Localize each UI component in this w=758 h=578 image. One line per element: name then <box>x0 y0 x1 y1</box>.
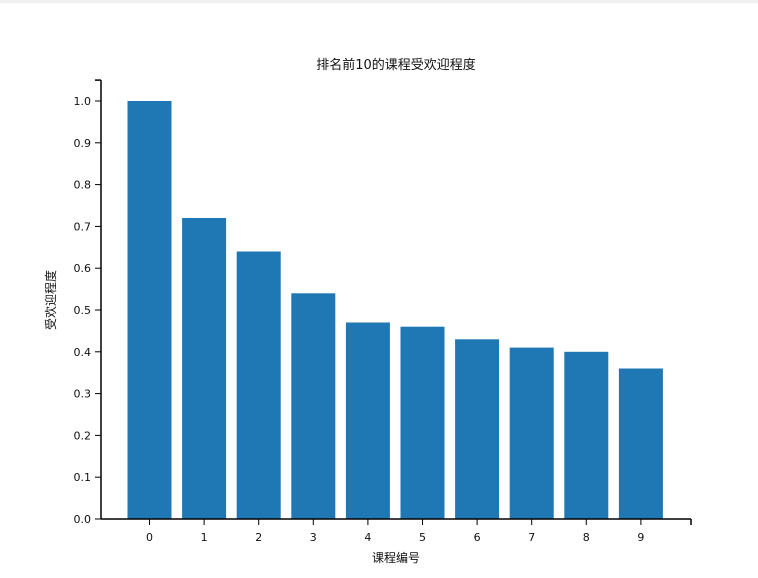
bars-group <box>127 101 663 519</box>
y-tick-label: 0.7 <box>74 220 92 233</box>
x-tick-label: 9 <box>637 531 644 544</box>
y-tick-label: 0.2 <box>74 429 92 442</box>
x-tick-label: 3 <box>310 531 317 544</box>
bar-2 <box>236 251 281 519</box>
x-tick-label: 5 <box>419 531 426 544</box>
y-tick-label: 0.0 <box>74 513 92 526</box>
x-axis-label: 课程编号 <box>372 550 420 565</box>
x-tick-label: 2 <box>255 531 262 544</box>
y-tick-label: 0.1 <box>74 471 92 484</box>
y-tick-label: 0.6 <box>74 262 92 275</box>
bar-9 <box>618 368 663 519</box>
chart-title: 排名前10的课程受欢迎程度 <box>316 57 476 73</box>
x-tick-label: 1 <box>201 531 208 544</box>
bar-6 <box>455 339 500 519</box>
bar-0 <box>127 101 172 519</box>
x-tick-label: 0 <box>146 531 153 544</box>
x-tick-label: 6 <box>474 531 481 544</box>
x-tick-label: 7 <box>528 531 535 544</box>
x-tick-label: 4 <box>364 531 371 544</box>
y-tick-label: 1.0 <box>74 95 92 108</box>
y-tick-label: 0.9 <box>74 137 92 150</box>
y-tick-label: 0.4 <box>74 346 92 359</box>
bar-7 <box>509 347 554 519</box>
bar-4 <box>345 322 390 519</box>
bar-1 <box>182 218 227 519</box>
y-tick-label: 0.5 <box>74 304 92 317</box>
top-border <box>0 0 758 3</box>
y-axis-label: 受欢迎程度 <box>43 270 58 330</box>
axes-group: 0.0 0.1 0.2 0.3 0.4 0.5 0.6 0.7 0.8 0.9 1.0 0 1 2 3 4 5 6… <box>74 79 692 544</box>
y-tick-label: 0.3 <box>74 388 92 401</box>
y-tick-label: 0.8 <box>74 179 92 192</box>
x-tick-label: 8 <box>583 531 590 544</box>
bar-5 <box>400 326 445 519</box>
bar-3 <box>291 293 336 519</box>
bar-8 <box>564 351 609 519</box>
